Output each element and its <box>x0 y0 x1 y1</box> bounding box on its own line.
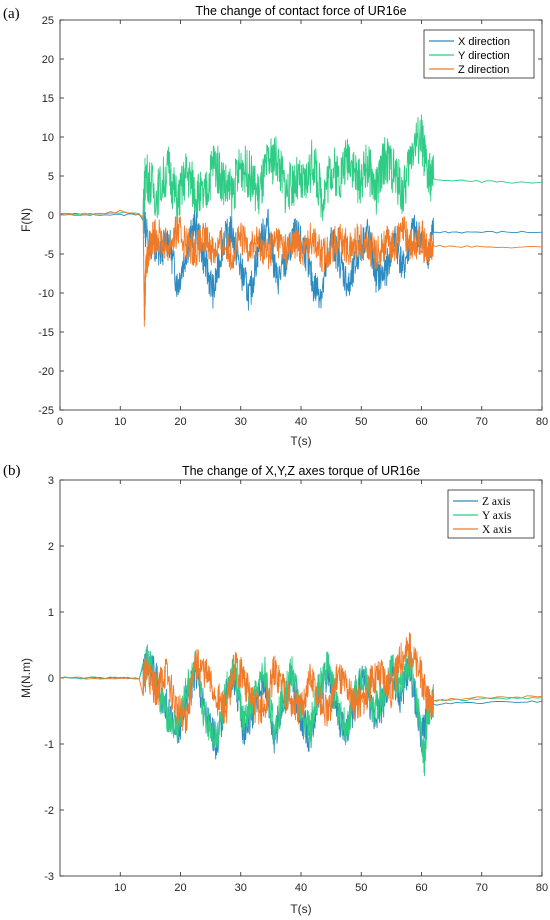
x-tick-label: 40 <box>295 882 307 894</box>
y-tick-label: 20 <box>42 54 54 66</box>
x-tick-label: 70 <box>476 416 488 428</box>
legend-entry: X direction <box>458 36 510 48</box>
panel-b-ylabel: M(N.m) <box>19 658 33 698</box>
x-tick-label: 80 <box>536 882 548 894</box>
series-line-y-direction <box>60 114 542 231</box>
panel-b-plot-area: 10 20 30 40 50 60 70 80 -3 -2 -1 0 1 2 3 <box>44 475 548 894</box>
y-tick-label: 15 <box>42 93 54 105</box>
y-tick-label: 10 <box>42 132 54 144</box>
y-tick-label: -5 <box>44 249 54 261</box>
series-line-x-axis <box>60 632 542 734</box>
series-group <box>60 114 542 327</box>
y-tick-label: -3 <box>44 871 54 883</box>
panel-a-label: (a) <box>3 6 20 22</box>
panel-a: (a) The change of contact force of UR16e… <box>3 4 548 448</box>
x-tick-label: 60 <box>415 416 427 428</box>
legend-entry: Y direction <box>458 50 510 62</box>
y-tick-label: 3 <box>48 475 54 487</box>
series-line-z-direction <box>60 209 542 327</box>
x-tick-label: 20 <box>174 416 186 428</box>
y-tick-label: -2 <box>44 805 54 817</box>
series-group <box>60 632 542 776</box>
x-tick-label: 0 <box>57 416 63 428</box>
legend-entry: X axis <box>482 524 512 536</box>
panel-a-ylabel: F(N) <box>19 208 33 232</box>
panel-b-xlabel: T(s) <box>290 902 311 916</box>
legend-entry: Y axis <box>482 510 512 522</box>
y-tick-label: 0 <box>48 210 54 222</box>
x-tick-label: 30 <box>235 416 247 428</box>
y-tick-label: -15 <box>38 327 54 339</box>
y-tick-label: -1 <box>44 739 54 751</box>
x-tick-label: 50 <box>355 416 367 428</box>
x-tick-label: 60 <box>415 882 427 894</box>
y-tick-label: 25 <box>42 15 54 27</box>
y-tick-label: 1 <box>48 607 54 619</box>
panel-b-title: The change of X,Y,Z axes torque of UR16e <box>182 464 420 478</box>
series-line-z-axis <box>60 646 542 760</box>
y-tick-label: -10 <box>38 288 54 300</box>
legend-box <box>423 29 535 79</box>
x-tick-label: 50 <box>355 882 367 894</box>
legend-box <box>447 489 535 539</box>
y-tick-label: 2 <box>48 541 54 553</box>
panel-a-legend: X direction Y direction Z direction <box>423 29 535 79</box>
x-tick-label: 10 <box>114 882 126 894</box>
x-tick-label: 80 <box>536 416 548 428</box>
panel-a-title: The change of contact force of UR16e <box>195 4 406 18</box>
panel-b: (b) The change of X,Y,Z axes torque of U… <box>3 463 548 916</box>
y-tick-label: -25 <box>38 405 54 417</box>
x-tick-label: 40 <box>295 416 307 428</box>
y-tick-label: 5 <box>48 171 54 183</box>
x-tick-label: 10 <box>114 416 126 428</box>
panel-a-xlabel: T(s) <box>290 434 311 448</box>
legend-entry: Z axis <box>482 496 511 508</box>
x-tick-label: 30 <box>235 882 247 894</box>
x-tick-label: 70 <box>476 882 488 894</box>
x-tick-label: 20 <box>174 882 186 894</box>
panel-b-label: (b) <box>3 463 21 479</box>
y-tick-label: 0 <box>48 673 54 685</box>
legend-entry: Z direction <box>458 64 509 76</box>
y-tick-label: -20 <box>38 366 54 378</box>
panel-b-legend: Z axis Y axis X axis <box>447 489 535 539</box>
panel-a-plot-area: 0 10 20 30 40 50 60 70 80 -25 -20 -15 -10 -5 0 5 10 15 20 2… <box>38 15 548 428</box>
